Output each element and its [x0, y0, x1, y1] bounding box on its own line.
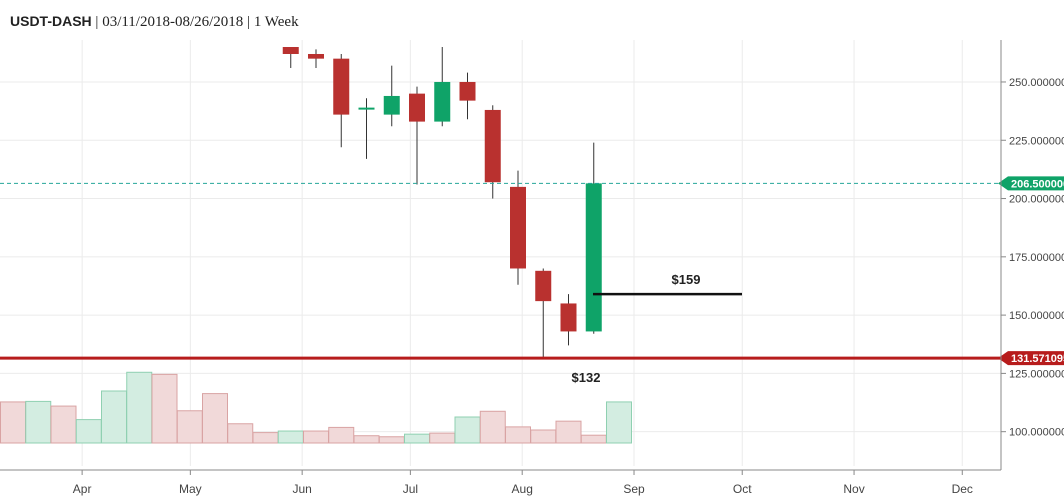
y-tick-label: 250.0000000 — [1009, 77, 1064, 89]
x-tick-label: Jul — [403, 482, 418, 496]
annotation-132-label: $132 — [572, 370, 601, 385]
candle-body — [308, 53, 324, 59]
candle-body — [560, 303, 577, 332]
candle-body — [409, 93, 425, 122]
symbol-label: USDT-DASH — [10, 13, 92, 29]
candle-body — [282, 47, 299, 54]
current-price-badge — [998, 176, 1064, 191]
volume-bar — [555, 420, 582, 444]
volume-bar — [505, 426, 531, 444]
volume-bar — [353, 435, 380, 444]
volume-bar — [303, 430, 329, 444]
current-price-label: 206.5000000 — [1011, 178, 1064, 190]
annotation-159-label: $159 — [672, 272, 701, 287]
candle-body — [434, 81, 451, 122]
candle-body — [459, 81, 476, 101]
volume-bar — [277, 430, 304, 444]
volume-bars — [0, 371, 632, 444]
chart-header: USDT-DASH | 03/11/2018-08/26/2018 | 1 We… — [10, 13, 299, 31]
x-tick-label: Nov — [843, 482, 864, 496]
header-separator-2: | — [247, 14, 251, 30]
x-tick-label: Jun — [292, 482, 311, 496]
volume-bar — [580, 434, 607, 444]
candle-body — [484, 109, 501, 183]
y-tick-label: 175.0000000 — [1009, 252, 1064, 264]
volume-bar — [227, 423, 254, 444]
volume-bar — [176, 410, 203, 444]
volume-bar — [378, 436, 405, 444]
volume-bar — [429, 432, 456, 444]
volume-bar — [404, 433, 430, 444]
volume-bar — [479, 410, 506, 444]
volume-bar — [530, 429, 557, 444]
candle-body — [585, 183, 602, 332]
candle-body — [333, 58, 350, 115]
volume-bar — [75, 419, 102, 444]
candle-body — [535, 270, 552, 302]
volume-bar — [606, 401, 632, 444]
y-tick-label: 200.0000000 — [1009, 194, 1064, 206]
candle-body — [358, 107, 375, 110]
x-tick-label: Aug — [512, 482, 533, 496]
volume-bar — [0, 401, 26, 444]
x-tick-label: Sep — [623, 482, 645, 496]
reference-lines: 206.5000000 131.5710950 $159 $132 — [0, 176, 1064, 385]
date-range-label: 03/11/2018-08/26/2018 — [102, 14, 244, 30]
y-tick-label: 100.0000000 — [1009, 427, 1064, 439]
candle-body — [510, 186, 526, 269]
volume-bar — [454, 416, 481, 444]
volume-bar — [25, 400, 52, 444]
x-tick-label: May — [179, 482, 202, 496]
axes: 100.0000000 125.0000000 150.0000000 175.000… — [0, 40, 1064, 496]
support-badge — [998, 351, 1064, 366]
header-separator-1: | — [95, 14, 99, 30]
support-label: 131.5710950 — [1011, 353, 1064, 365]
candle-body — [383, 95, 400, 115]
volume-bar — [101, 390, 127, 444]
volume-bar — [328, 426, 355, 444]
y-tick-label: 150.0000000 — [1009, 310, 1064, 322]
x-tick-label: Oct — [733, 482, 752, 496]
x-tick-label: Dec — [952, 482, 973, 496]
y-tick-label: 125.0000000 — [1009, 368, 1064, 380]
volume-bar — [126, 371, 153, 444]
volume-bar — [151, 373, 178, 444]
volume-bar — [202, 393, 228, 444]
y-tick-label: 225.0000000 — [1009, 135, 1064, 147]
candles — [282, 47, 602, 358]
volume-bar — [50, 405, 77, 444]
x-tick-label: Apr — [73, 482, 92, 496]
interval-label: 1 Week — [253, 14, 299, 30]
volume-bar — [252, 432, 279, 444]
